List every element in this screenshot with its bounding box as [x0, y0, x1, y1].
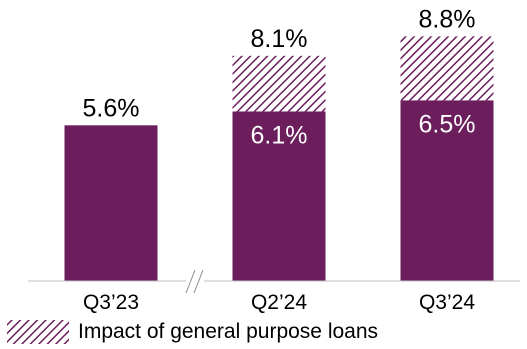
- total-value-label: 8.1%: [251, 25, 308, 53]
- bars-layer: [64, 36, 494, 281]
- legend-swatch: [7, 320, 69, 344]
- bar-segment-solid: [64, 125, 158, 281]
- x-tick-label: Q3’23: [83, 291, 139, 314]
- legend-label: Impact of general purpose loans: [78, 320, 378, 343]
- legend: Impact of general purpose loans: [7, 320, 378, 344]
- axis-break-marker: [185, 268, 204, 294]
- segment-value-label: 6.1%: [251, 121, 308, 149]
- segment-value-label: 6.5%: [419, 110, 476, 138]
- bar-segment-solid: [400, 100, 494, 281]
- bar-segment-solid: [232, 111, 326, 281]
- total-value-label: 5.6%: [83, 94, 140, 122]
- labels-layer: 5.6% 6.1% 8.1% 6.5% 8.8%: [83, 5, 476, 149]
- x-tick-label: Q3’24: [419, 291, 475, 314]
- x-tick-label: Q2’24: [251, 291, 307, 314]
- bar-segment-hatched: [232, 55, 326, 112]
- x-tick-labels: Q3’23 Q2’24 Q3’24: [83, 291, 475, 314]
- total-value-label: 8.8%: [419, 5, 476, 33]
- bar-segment-hatched: [400, 36, 494, 101]
